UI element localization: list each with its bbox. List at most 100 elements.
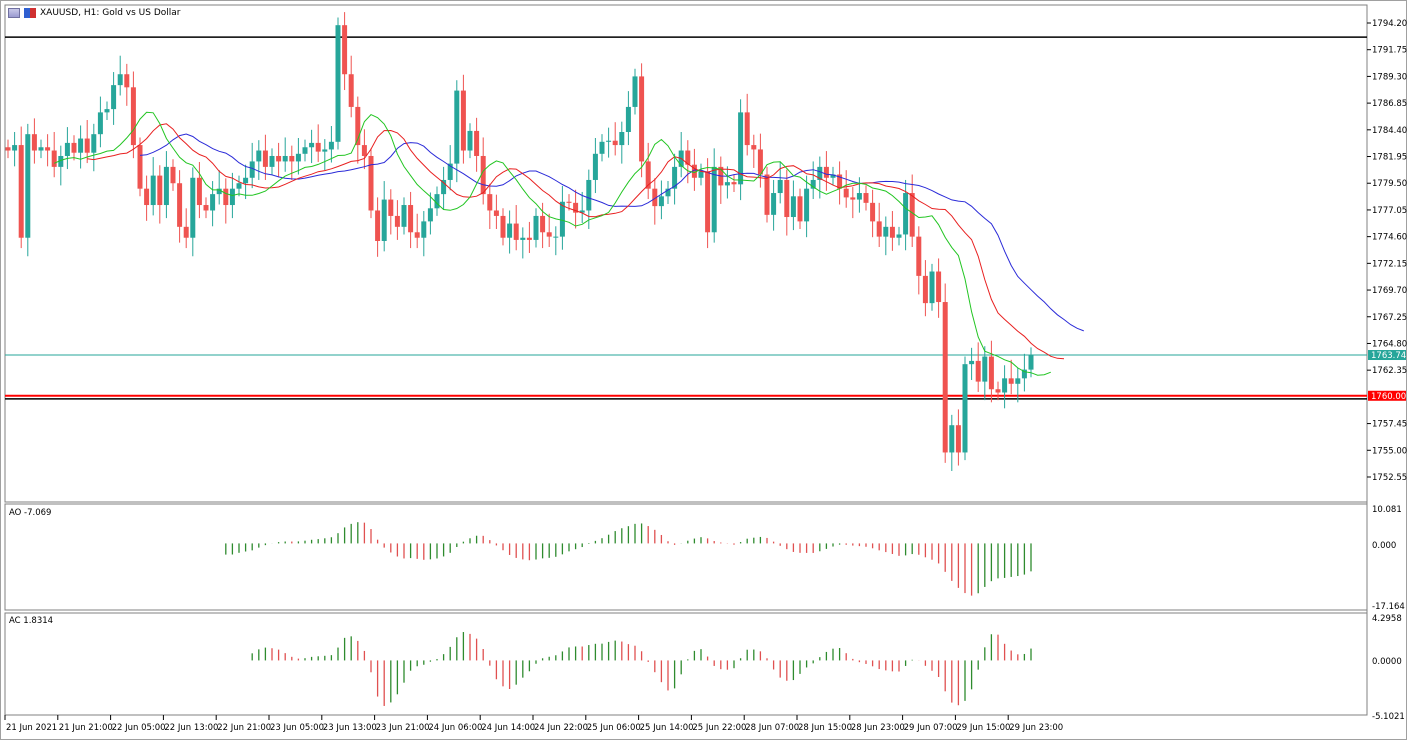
candle-body bbox=[1021, 369, 1027, 379]
candle-body bbox=[31, 134, 37, 151]
candle bbox=[210, 181, 216, 227]
candle-body bbox=[421, 221, 427, 238]
candle bbox=[45, 134, 51, 167]
candle-body bbox=[289, 155, 295, 162]
candle bbox=[441, 166, 447, 210]
candle-body bbox=[388, 199, 394, 216]
time-tick-label: 22 Jun 21:00 bbox=[217, 723, 271, 733]
candle bbox=[705, 158, 711, 249]
candle bbox=[665, 181, 671, 204]
candle bbox=[804, 175, 810, 238]
candle-body bbox=[203, 205, 209, 211]
main-pane[interactable] bbox=[4, 4, 1368, 503]
candle-body bbox=[150, 175, 156, 206]
candle-body bbox=[111, 85, 117, 110]
level-price-tag bbox=[1368, 390, 1406, 401]
candle bbox=[144, 175, 150, 221]
candle bbox=[1015, 367, 1021, 403]
candle bbox=[447, 145, 453, 191]
ac-tick-label: 4.2958 bbox=[1372, 614, 1402, 624]
candle bbox=[639, 63, 645, 178]
ac-tick-label: 0.0000 bbox=[1372, 657, 1402, 667]
candle bbox=[183, 208, 189, 249]
candle-body bbox=[685, 150, 691, 165]
candle-body bbox=[38, 147, 44, 151]
candle-body bbox=[546, 232, 552, 237]
candle bbox=[771, 179, 777, 231]
candle-body bbox=[975, 360, 981, 382]
candle bbox=[467, 123, 473, 159]
candle-body bbox=[771, 193, 777, 215]
candle-body bbox=[196, 177, 202, 206]
candle-body bbox=[850, 197, 856, 200]
candle bbox=[988, 340, 994, 403]
price-tick-label: 1757.45 bbox=[1372, 420, 1407, 430]
price-tick-label: 1777.05 bbox=[1372, 206, 1407, 216]
candle bbox=[249, 142, 255, 189]
candle-body bbox=[309, 142, 315, 148]
candle bbox=[401, 197, 407, 235]
price-tick-label: 1791.75 bbox=[1372, 46, 1407, 56]
candle-body bbox=[137, 145, 143, 189]
candle bbox=[31, 118, 37, 164]
candle bbox=[810, 161, 816, 200]
candle-body bbox=[51, 150, 57, 167]
candle-body bbox=[929, 271, 935, 304]
candle bbox=[797, 188, 803, 230]
candle-body bbox=[1015, 378, 1021, 384]
candle-body bbox=[757, 149, 763, 175]
candle-body bbox=[163, 166, 169, 206]
candle-body bbox=[619, 132, 625, 146]
candle-body bbox=[97, 112, 103, 135]
candle bbox=[559, 185, 565, 250]
candle-body bbox=[1002, 378, 1008, 393]
candle bbox=[612, 122, 618, 156]
candle-body bbox=[434, 194, 440, 209]
candle-body bbox=[830, 174, 836, 178]
bid-price-label: 1763.74 bbox=[1371, 351, 1406, 361]
candle bbox=[170, 159, 176, 191]
candle bbox=[117, 55, 123, 96]
candle bbox=[500, 208, 506, 246]
candle-body bbox=[104, 109, 110, 113]
price-tick-label: 1781.95 bbox=[1372, 153, 1407, 163]
chart-title: XAUUSD, H1: Gold vs US Dollar bbox=[40, 8, 181, 18]
candle-body bbox=[889, 226, 895, 238]
candle-body bbox=[229, 188, 235, 206]
candle bbox=[196, 161, 202, 219]
candle-body bbox=[856, 193, 862, 200]
candle-body bbox=[500, 215, 506, 238]
candle bbox=[929, 263, 935, 311]
candle-body bbox=[632, 76, 638, 107]
ac-pane[interactable] bbox=[4, 612, 1368, 716]
time-tick-label: 25 Jun 22:00 bbox=[692, 723, 746, 733]
candle bbox=[949, 414, 955, 471]
candle bbox=[876, 202, 882, 247]
candle-body bbox=[236, 183, 242, 189]
candle bbox=[269, 148, 275, 175]
candle-body bbox=[361, 145, 367, 156]
candle-body bbox=[936, 271, 942, 303]
candle bbox=[982, 346, 988, 401]
symbol-icon bbox=[24, 8, 36, 18]
candle-body bbox=[124, 74, 130, 88]
candle bbox=[507, 210, 513, 254]
candle bbox=[381, 181, 387, 252]
time-tick-label: 29 Jun 15:00 bbox=[956, 723, 1010, 733]
ao-pane[interactable] bbox=[4, 503, 1368, 611]
ao-tick-label: -17.164 bbox=[1372, 602, 1405, 612]
candle-body bbox=[592, 153, 598, 180]
candle-body bbox=[276, 155, 282, 162]
candle-body bbox=[5, 147, 11, 151]
price-tick-label: 1784.40 bbox=[1372, 126, 1407, 136]
candle-body bbox=[414, 232, 420, 238]
candle bbox=[51, 132, 57, 178]
candle-body bbox=[969, 360, 975, 365]
candle-body bbox=[652, 188, 658, 207]
candle-body bbox=[12, 145, 18, 151]
candle bbox=[586, 169, 592, 230]
candle bbox=[837, 161, 843, 205]
candle bbox=[355, 96, 361, 164]
time-tick-label: 24 Jun 14:00 bbox=[481, 723, 535, 733]
time-tick-label: 22 Jun 05:00 bbox=[112, 723, 166, 733]
